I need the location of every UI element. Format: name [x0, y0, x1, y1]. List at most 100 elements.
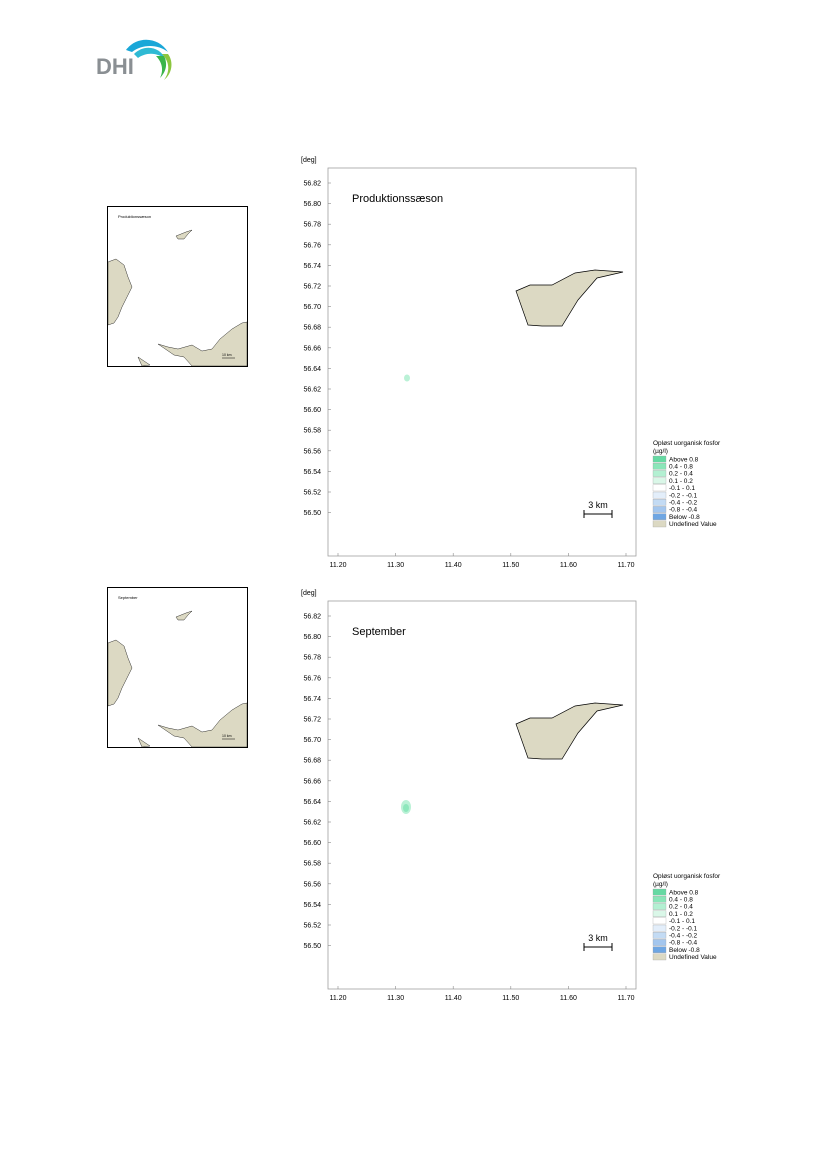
- y-tick-label: 56.64: [303, 799, 321, 806]
- y-tick-label: 56.66: [303, 778, 321, 785]
- y-axis-unit: [deg]: [301, 157, 317, 164]
- legend-label: Undefined Value: [669, 954, 717, 961]
- legend-label: 0.4 - 0.8: [669, 464, 693, 471]
- legend-label: Below -0.8: [669, 514, 700, 521]
- map-plot: [deg] 56.82 56.80 56.78 56.76 56.74 56.72 56.70…: [301, 590, 721, 1002]
- plot-frame: [327, 600, 637, 990]
- y-axis-unit: [deg]: [301, 590, 317, 597]
- legend-swatch: [652, 939, 667, 946]
- y-tick-label: 56.68: [303, 325, 321, 332]
- y-tick-label: 56.64: [303, 366, 321, 373]
- y-tick-label: 56.74: [303, 263, 321, 270]
- y-tick-label: 56.52: [303, 490, 321, 497]
- y-tick-label: 56.82: [303, 614, 321, 621]
- y-tick-label: 56.70: [303, 737, 321, 744]
- overview-title: Produktionssæson: [118, 214, 152, 219]
- y-tick-label: 56.52: [303, 923, 321, 930]
- legend-swatch: [652, 910, 667, 917]
- y-tick-label: 56.82: [303, 181, 321, 188]
- x-tick-label: 11.70: [618, 562, 635, 569]
- legend-label: -0.2 - -0.1: [669, 925, 698, 932]
- y-tick-label: 56.80: [303, 201, 321, 208]
- y-tick-label: 56.74: [303, 696, 321, 703]
- x-tick-label: 11.70: [618, 995, 635, 1002]
- y-tick-label: 56.54: [303, 469, 321, 476]
- x-tick-label: 11.60: [560, 562, 577, 569]
- overview-map: Produktionssæson 10 km: [107, 206, 248, 367]
- plume-core: [403, 804, 409, 812]
- x-tick-label: 11.30: [387, 562, 404, 569]
- y-tick-label: 56.68: [303, 758, 321, 765]
- legend-swatch: [652, 491, 667, 499]
- legend-label: 0.1 - 0.2: [669, 478, 693, 485]
- legend-swatch: [652, 903, 667, 910]
- overview-title: September: [118, 595, 138, 600]
- y-tick-label: 56.60: [303, 407, 321, 414]
- legend-swatch: [652, 463, 667, 470]
- y-tick-label: 56.50: [303, 943, 321, 950]
- legend-label: 0.2 - 0.4: [669, 904, 693, 911]
- overview-land: [108, 610, 247, 747]
- overview-map: September 10 km: [107, 587, 248, 748]
- map-plot: [deg] 56.82 56.80 56.78 56.76 56.74 56.72 56.70…: [301, 157, 721, 569]
- legend-label: Above 0.8: [669, 456, 699, 463]
- scale-bar-label: 3 km: [588, 933, 608, 943]
- land-polygon: [515, 269, 624, 327]
- dhi-wave-icon: [126, 39, 172, 80]
- legend-label: -0.8 - -0.4: [669, 507, 698, 514]
- map-figure-2: September 10 km [deg] 56.82 56.80 56.78 56.7…: [0, 583, 827, 1003]
- x-tick-label: 11.20: [330, 995, 347, 1002]
- overview-scale-label: 10 km: [222, 353, 232, 357]
- legend-swatch: [652, 888, 667, 896]
- y-tick-label: 56.60: [303, 840, 321, 847]
- legend-swatch: [652, 953, 667, 961]
- y-tick-label: 56.54: [303, 902, 321, 909]
- map-figure-1: Produktionssæson 10 km [deg] 56.82 56.80 56…: [0, 150, 827, 570]
- legend-title: Opløst uorganisk fosfor: [653, 873, 721, 880]
- legend-label: -0.2 - -0.1: [669, 492, 698, 499]
- y-tick-label: 56.72: [303, 717, 321, 724]
- y-tick-label: 56.56: [303, 448, 321, 455]
- logo-text: DHI: [96, 54, 134, 79]
- legend-swatch: [652, 470, 667, 477]
- y-tick-label: 56.76: [303, 242, 321, 249]
- legend-swatch: [652, 455, 667, 463]
- map-title: Produktionssæson: [352, 193, 443, 205]
- x-tick-label: 11.60: [560, 995, 577, 1002]
- dhi-logo: DHI: [96, 36, 176, 86]
- y-tick-label: 56.62: [303, 820, 321, 827]
- legend-label: Below -0.8: [669, 947, 700, 954]
- map-title: September: [352, 626, 406, 638]
- y-tick-label: 56.76: [303, 675, 321, 682]
- x-tick-label: 11.40: [445, 562, 462, 569]
- y-tick-label: 56.50: [303, 510, 321, 517]
- x-tick-label: 11.30: [387, 995, 404, 1002]
- x-tick-label: 11.20: [330, 562, 347, 569]
- legend-swatch: [652, 484, 667, 492]
- plot-frame: [327, 167, 637, 557]
- y-tick-label: 56.58: [303, 428, 321, 435]
- y-tick-label: 56.66: [303, 345, 321, 352]
- y-tick-label: 56.80: [303, 634, 321, 641]
- x-tick-label: 11.50: [502, 995, 519, 1002]
- legend-swatch: [652, 917, 667, 925]
- y-tick-label: 56.70: [303, 304, 321, 311]
- land-polygon: [515, 702, 624, 760]
- legend-swatch: [652, 924, 667, 932]
- legend-swatch: [652, 520, 667, 528]
- x-tick-label: 11.50: [502, 562, 519, 569]
- legend-label: -0.1 - 0.1: [669, 918, 695, 925]
- legend-title: Opløst uorganisk fosfor: [653, 440, 721, 447]
- x-tick-label: 11.40: [445, 995, 462, 1002]
- overview-scale-label: 10 km: [222, 734, 232, 738]
- plume-spot: [404, 374, 410, 382]
- legend-swatch: [652, 506, 667, 513]
- scale-bar-label: 3 km: [588, 500, 608, 510]
- legend-swatch: [652, 932, 667, 939]
- legend-swatch: [652, 477, 667, 484]
- legend-swatch: [652, 513, 667, 520]
- y-tick-label: 56.62: [303, 387, 321, 394]
- y-tick-label: 56.72: [303, 284, 321, 291]
- legend-label: -0.8 - -0.4: [669, 940, 698, 947]
- legend-label: -0.4 - -0.2: [669, 500, 698, 507]
